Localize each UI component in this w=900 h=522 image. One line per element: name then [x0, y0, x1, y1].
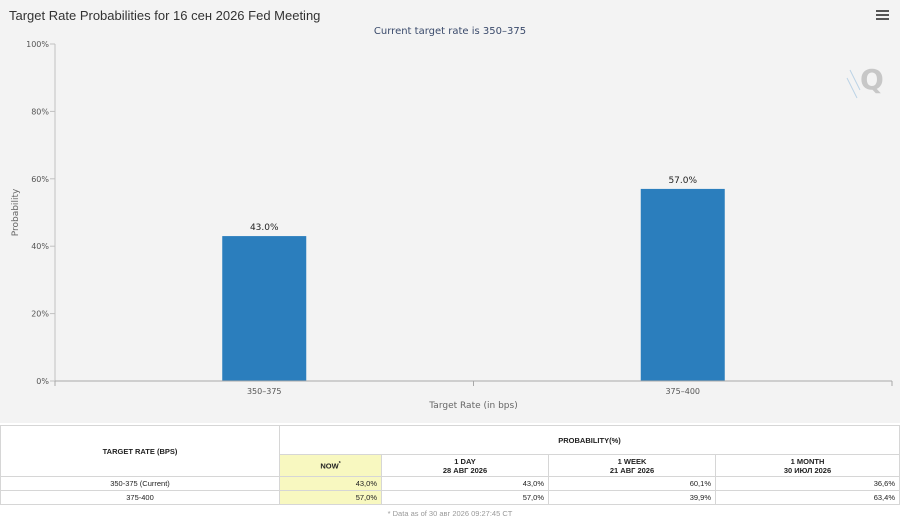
x-tick-label: 375–400	[665, 387, 700, 396]
one-day-cell: 43,0%	[381, 476, 549, 491]
svg-text:Q: Q	[860, 63, 884, 96]
one-week-header: 1 WEEK 21 АВГ 2026	[548, 454, 716, 477]
table-row: 375-400 57,0% 57,0% 39,9% 63,4%	[0, 490, 900, 505]
watermark-logo: Q	[846, 63, 884, 99]
rate-column-header: TARGET RATE (BPS)	[0, 425, 280, 477]
hamburger-menu-icon[interactable]	[876, 10, 889, 21]
now-header: NOW*	[279, 454, 382, 477]
one-month-header: 1 MONTH 30 ИЮЛ 2026	[715, 454, 900, 477]
y-tick-label: 100%	[26, 40, 49, 49]
y-axis: 0% 20% 40% 60% 80% 100% Probability	[11, 40, 56, 386]
chart-area: Target Rate Probabilities for 16 сен 202…	[0, 0, 900, 423]
one-month-cell: 36,6%	[715, 476, 900, 491]
one-week-cell: 39,9%	[548, 490, 716, 505]
y-tick-label: 80%	[31, 107, 49, 116]
y-tick-label: 40%	[31, 242, 49, 251]
chart-subtitle: Current target rate is 350–375	[373, 26, 527, 37]
data-label: 43.0%	[250, 223, 279, 233]
y-axis-label: Probability	[11, 188, 21, 236]
x-axis: 350–375 375–400 Target Rate (in bps)	[54, 380, 893, 411]
probability-table: TARGET RATE (BPS) PROBABILITY(%) NOW* 1 …	[0, 425, 900, 505]
now-cell: 43,0%	[279, 476, 382, 491]
probability-column-header: PROBABILITY(%)	[279, 425, 900, 455]
one-day-cell: 57,0%	[381, 490, 549, 505]
x-tick-label: 350–375	[247, 387, 282, 396]
rate-cell: 375-400	[0, 490, 280, 505]
data-label: 57.0%	[668, 176, 697, 186]
x-axis-label: Target Rate (in bps)	[428, 401, 517, 411]
bar-chart: 0% 20% 40% 60% 80% 100% Probability 43.0% 57.0%…	[11, 40, 893, 411]
data-timestamp-footnote: * Data as of 30 авг 2026 09:27:45 CT	[387, 509, 513, 518]
y-tick-label: 0%	[36, 377, 49, 386]
y-tick-label: 20%	[31, 310, 49, 319]
bar	[640, 188, 725, 381]
chart-title: Target Rate Probabilities for 16 сен 202…	[9, 8, 321, 23]
one-day-header: 1 DAY 28 АВГ 2026	[381, 454, 549, 477]
one-week-cell: 60,1%	[548, 476, 716, 491]
bar	[222, 236, 307, 381]
y-tick-label: 60%	[31, 175, 49, 184]
one-month-cell: 63,4%	[715, 490, 900, 505]
table-row: 350-375 (Current) 43,0% 43,0% 60,1% 36,6…	[0, 476, 900, 491]
rate-cell: 350-375 (Current)	[0, 476, 280, 491]
now-cell: 57,0%	[279, 490, 382, 505]
bars: 43.0% 57.0%	[222, 176, 725, 381]
